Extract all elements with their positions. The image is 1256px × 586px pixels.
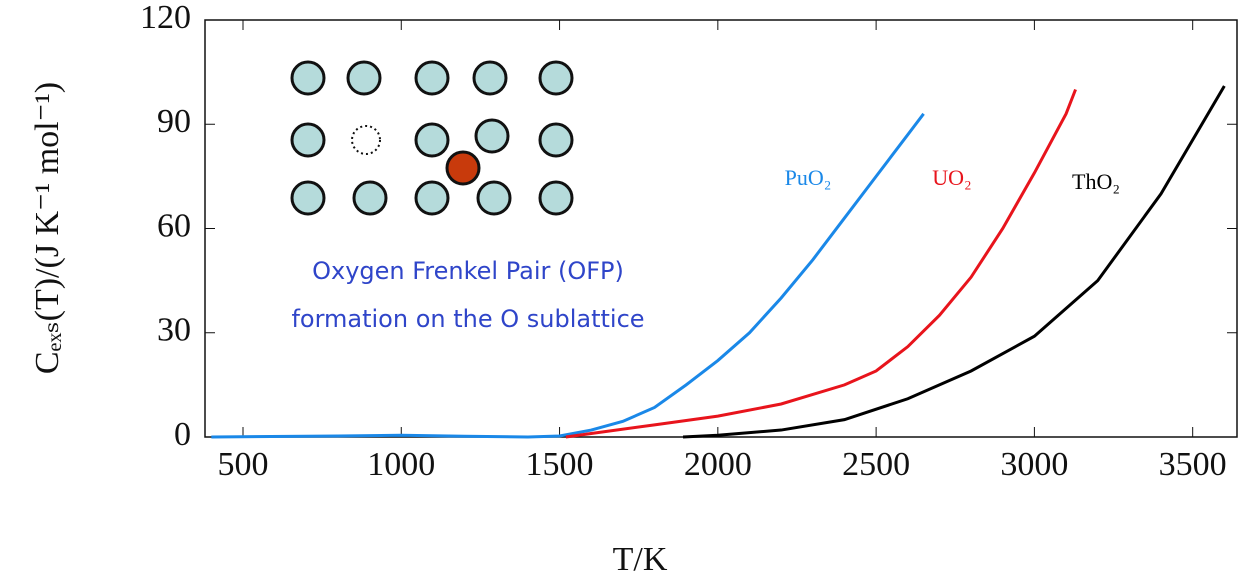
x-tick-label: 3500 (1159, 446, 1227, 483)
x-tick-label: 1000 (367, 446, 435, 483)
y-tick-label: 30 (157, 312, 191, 349)
series-label: PuO₂ (785, 165, 832, 190)
x-axis-label: T/K (613, 541, 668, 578)
annotation: formation on the O sublattice (291, 305, 644, 333)
y-axis-label: Cₑₓₛ(T)/(J K⁻¹ mol⁻¹) (29, 82, 66, 374)
series-line (211, 112, 925, 439)
y-tick-label: 0 (174, 416, 191, 453)
series-label: ThO₂ (1072, 169, 1120, 194)
y-tick-label: 60 (157, 207, 191, 244)
x-tick-label: 500 (217, 446, 268, 483)
series-line (565, 88, 1077, 439)
x-tick-label: 1500 (526, 446, 594, 483)
series-label: UO₂ (932, 165, 971, 190)
lattice-diagram (290, 60, 574, 216)
x-tick-label: 3000 (1000, 446, 1068, 483)
y-tick-label: 90 (157, 103, 191, 140)
annotation: Oxygen Frenkel Pair (OFP) (312, 257, 624, 285)
y-tick-label: 120 (140, 0, 191, 36)
x-tick-label: 2000 (684, 446, 752, 483)
series-line (682, 85, 1226, 439)
x-tick-label: 2500 (842, 446, 910, 483)
